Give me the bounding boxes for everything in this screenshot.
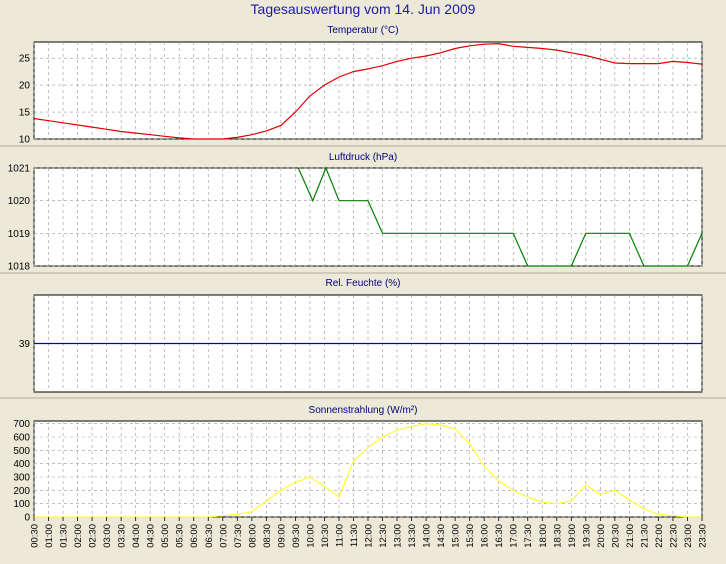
y-tick-label: 1019 <box>8 229 31 240</box>
y-tick-label: 10 <box>19 135 31 146</box>
x-tick-label: 04:30 <box>146 524 157 548</box>
panel-title: Temperatur (°C) <box>327 25 398 36</box>
x-tick-label: 11:00 <box>335 524 346 547</box>
series-line <box>34 423 702 518</box>
x-tick-label: 19:30 <box>581 524 592 548</box>
x-tick-label: 18:30 <box>552 524 563 548</box>
x-tick-label: 14:00 <box>422 524 433 548</box>
x-tick-label: 21:30 <box>639 524 650 548</box>
x-tick-label: 15:30 <box>465 524 476 548</box>
y-tick-label: 1020 <box>8 196 31 207</box>
x-tick-label: 21:00 <box>625 524 636 548</box>
panel-title: Sonnenstrahlung (W/m²) <box>309 405 418 416</box>
x-tick-label: 08:30 <box>262 524 273 548</box>
x-tick-label: 03:30 <box>117 524 128 548</box>
x-tick-label: 23:00 <box>683 524 694 548</box>
y-tick-label: 0 <box>24 513 30 524</box>
x-tick-label: 20:00 <box>596 524 607 548</box>
x-tick-label: 14:30 <box>436 524 447 548</box>
x-tick-label: 06:00 <box>189 524 200 548</box>
x-tick-label: 02:30 <box>88 524 99 548</box>
page-title: Tagesauswertung vom 14. Jun 2009 <box>250 1 476 17</box>
panel-title: Luftdruck (hPa) <box>329 152 397 163</box>
x-axis-labels: 00:30 01:00 01:30 02:00 02:30 03:00 03:30 04:00… <box>30 517 709 548</box>
y-tick-label: 300 <box>13 473 30 484</box>
x-tick-label: 09:30 <box>291 524 302 548</box>
y-tick-label: 25 <box>19 54 31 65</box>
y-tick-label: 600 <box>13 433 30 444</box>
x-tick-label: 15:00 <box>451 524 462 548</box>
y-tick-label: 39 <box>19 339 31 350</box>
panel-title: Rel. Feuchte (%) <box>325 278 400 289</box>
x-tick-label: 07:30 <box>233 524 244 548</box>
x-tick-label: 02:00 <box>73 524 84 548</box>
chart-panel-4: Sonnenstrahlung (W/m²) 0 100 200 300 400 500 60… <box>13 405 703 524</box>
x-tick-label: 07:00 <box>218 524 229 548</box>
x-tick-label: 17:00 <box>509 524 520 548</box>
y-tick-label: 700 <box>13 419 30 430</box>
chart-panel-1: Temperatur (°C) 10 15 20 25 <box>0 25 726 147</box>
x-tick-label: 22:30 <box>669 524 680 548</box>
x-tick-label: 05:30 <box>175 524 186 548</box>
y-tick-label: 1018 <box>8 262 31 273</box>
series-line <box>33 42 703 140</box>
series-line <box>297 166 703 267</box>
y-tick-label: 500 <box>13 446 30 457</box>
x-tick-label: 22:00 <box>654 524 665 548</box>
x-tick-label: 19:00 <box>567 524 578 548</box>
chart-panel-2: Luftdruck (hPa) 1018 1019 1020 1021 <box>0 152 726 274</box>
x-tick-label: 20:30 <box>610 524 621 548</box>
y-tick-label: 1021 <box>8 164 31 175</box>
x-tick-label: 01:30 <box>59 524 70 548</box>
y-tick-label: 400 <box>13 459 30 470</box>
x-tick-label: 18:00 <box>538 524 549 548</box>
x-tick-label: 16:30 <box>494 524 505 548</box>
y-tick-label: 200 <box>13 486 30 497</box>
x-tick-label: 13:30 <box>407 524 418 548</box>
x-tick-label: 05:00 <box>160 524 171 548</box>
x-tick-label: 00:30 <box>30 524 41 548</box>
x-tick-label: 11:30 <box>349 524 360 547</box>
x-tick-label: 10:30 <box>320 524 331 548</box>
x-tick-label: 23:30 <box>698 524 709 548</box>
x-tick-label: 17:30 <box>523 524 534 548</box>
x-tick-label: 16:00 <box>480 524 491 548</box>
x-tick-label: 10:00 <box>305 524 316 548</box>
x-tick-label: 12:30 <box>378 524 389 548</box>
x-tick-label: 13:00 <box>393 524 404 548</box>
x-tick-label: 09:00 <box>276 524 287 548</box>
x-tick-label: 08:00 <box>247 524 258 548</box>
x-tick-label: 06:30 <box>204 524 215 548</box>
x-tick-label: 12:00 <box>364 524 375 548</box>
x-tick-label: 03:00 <box>102 524 113 548</box>
y-tick-label: 15 <box>19 108 31 119</box>
y-tick-label: 100 <box>13 499 30 510</box>
x-tick-label: 04:00 <box>131 524 142 548</box>
chart-panel-3: Rel. Feuchte (%) 39 <box>0 278 726 399</box>
x-tick-label: 01:00 <box>44 524 55 548</box>
y-tick-label: 20 <box>19 81 31 92</box>
